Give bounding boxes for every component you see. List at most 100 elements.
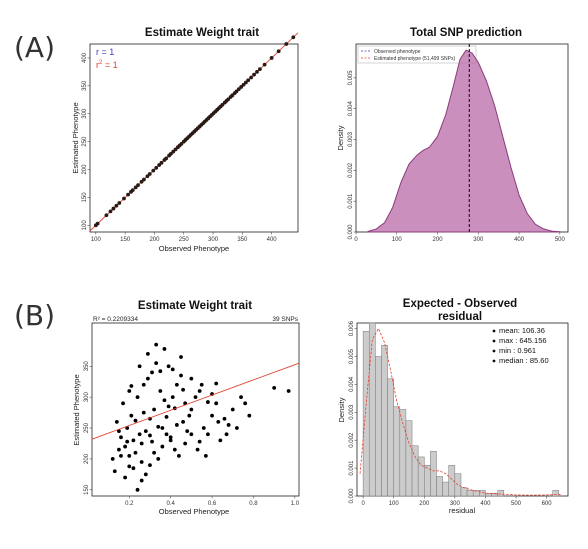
data-point [126,192,130,197]
panel-label-b: (B) [14,299,55,332]
chart-a2-legend: Observed phenotype Estimated phenotype (… [357,45,477,64]
x-tick-label: 350 [237,237,248,243]
histogram-bar [405,420,413,497]
data-point [147,172,152,176]
y-tick-label: 0.005 [349,348,355,364]
x-tick-label: 100 [389,501,400,507]
data-point [125,439,130,444]
data-point [255,69,259,74]
data-point [179,373,183,378]
data-point [129,384,134,388]
data-point [272,385,277,390]
data-point [150,439,154,444]
data-point [137,364,142,369]
data-point [133,418,138,423]
chart-b1-xlabel: Observed Phenotype [159,507,229,516]
y-tick-label: 400 [82,52,88,63]
data-point [114,203,119,208]
chart-a1-ylabel: Estimated Phenotype [71,102,80,173]
data-point [117,429,121,434]
chart-b2-subtitle: residual [438,311,482,323]
histogram-bar [368,322,376,497]
data-point [156,424,161,429]
data-point [164,156,169,161]
data-point [150,370,154,375]
data-point [214,401,219,406]
histogram-bar [411,445,419,497]
data-point [130,188,135,193]
y-tick-label: 0.000 [349,488,355,504]
x-tick-label: 0 [354,237,358,243]
histogram-bar [497,490,505,497]
data-point [123,444,128,449]
data-point [156,457,161,461]
data-point [143,472,148,477]
data-point [137,432,142,437]
data-point [154,165,159,170]
data-point [131,438,136,443]
panel-label-a: (A) [14,31,55,64]
histogram-bar [424,465,431,497]
data-point [189,407,194,412]
data-point [174,423,179,427]
x-tick-label: 1.0 [291,501,300,507]
x-tick-label: 0.2 [125,501,134,507]
data-point [193,395,198,400]
data-point [112,469,117,474]
data-point [159,160,164,165]
stat-bullet [492,359,496,363]
histogram-bar [436,476,443,497]
chart-b1-r2-header: R² = 0.2209334 [93,316,138,323]
data-point [218,438,223,443]
chart-b2-ylabel: Density [337,397,346,422]
data-point [247,413,252,418]
stat-mean: mean: 106.36 [499,326,545,335]
y-tick-label: 0.002 [348,162,354,178]
data-point [135,487,140,492]
data-point [262,62,267,67]
data-point [164,432,169,437]
data-point [286,389,291,393]
data-point [141,382,146,387]
histogram-bar [387,378,394,497]
data-point [111,206,116,211]
data-point [214,381,219,386]
chart-a2-density: Total SNP prediction Density Observed ph… [336,27,569,243]
data-point [197,389,202,393]
y-tick-label: 150 [82,192,88,203]
data-point [210,413,214,418]
data-point [187,413,192,418]
data-point [129,413,134,418]
chart-b2-histogram: Expected - Observed residual residual De… [337,298,569,515]
x-tick-label: 0.8 [249,501,258,507]
data-point [158,389,163,393]
x-tick-label: 200 [433,237,444,243]
data-point [133,450,138,455]
chart-a1-frame [89,43,299,233]
chart-a1-r-annotation: r = 1 [96,47,114,57]
chart-a2-title: Total SNP prediction [410,27,522,39]
data-point [160,444,165,449]
histogram-bar [393,406,401,497]
data-point [291,35,296,40]
x-tick-label: 150 [120,237,131,243]
y-tick-label: 150 [84,484,90,495]
data-point [141,410,146,415]
chart-b1-correlation: Estimate Weight trait R² = 0.2209334 39 … [72,300,300,516]
data-point [151,168,156,173]
chart-b1-snps-header: 39 SNPs [272,316,298,323]
stat-min: min : 0.961 [499,346,536,355]
data-point [201,426,206,430]
chart-a1-title: Estimate Weight trait [145,27,259,39]
stat-median: median : 85.60 [499,356,549,365]
data-point [127,389,132,393]
x-tick-label: 600 [542,501,553,507]
data-point [162,347,167,351]
chart-b1-frame [91,322,300,497]
y-tick-label: 200 [82,164,88,175]
data-point [284,42,289,46]
data-point [168,438,173,443]
x-tick-label: 500 [511,501,522,507]
data-point [249,75,254,80]
x-tick-label: 0.6 [208,501,217,507]
